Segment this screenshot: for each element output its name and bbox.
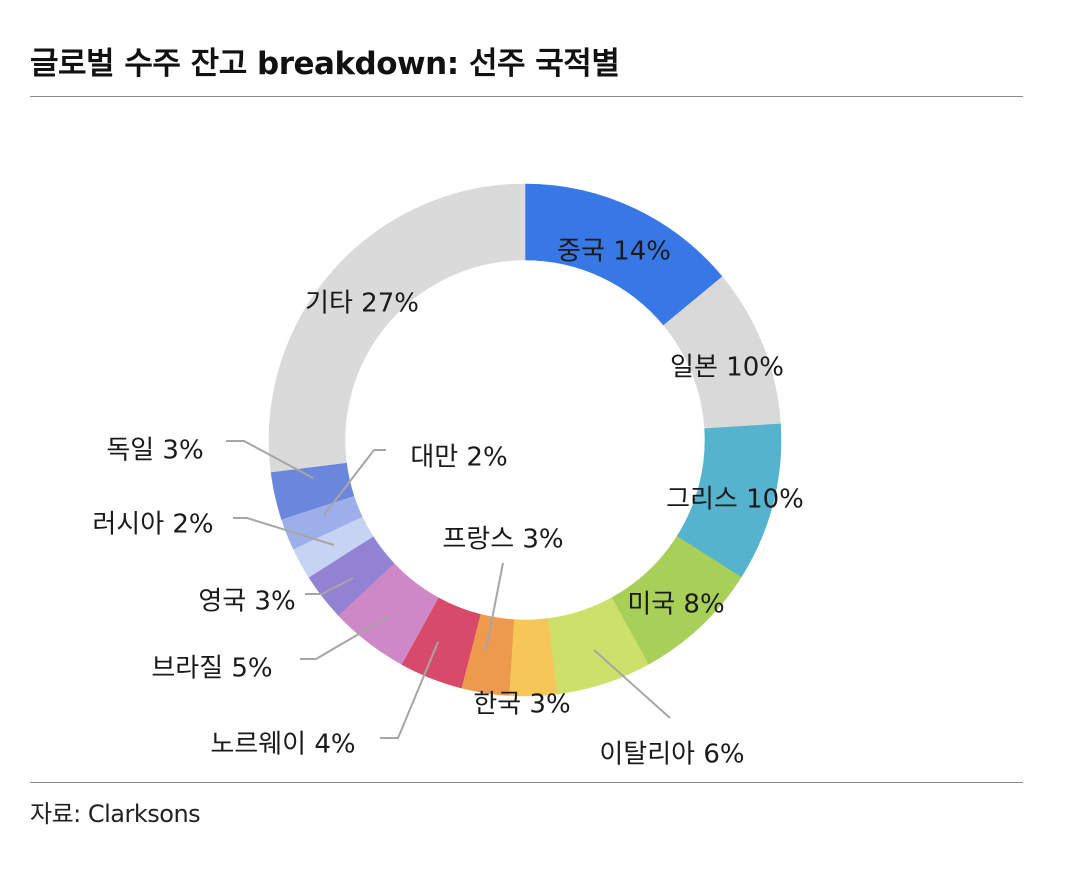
leader-line-9 xyxy=(300,616,389,660)
leader-line-11 xyxy=(233,517,335,546)
leader-line-10 xyxy=(305,577,354,595)
slice-label-6: 한국 3% xyxy=(473,690,570,720)
slice-label-9: 브라질 5% xyxy=(151,654,272,684)
slice-label-1: 중국 14% xyxy=(557,237,671,267)
slice-label-10: 영국 3% xyxy=(198,587,295,617)
slice-labels: 중국 14% 일본 10% 그리스 10% 미국 8% 이탈리아 6% 한국 3% 프랑스 … xyxy=(92,237,804,770)
slice-label-2: 일본 10% xyxy=(670,353,784,383)
slice-label-7: 프랑스 3% xyxy=(442,525,563,555)
leader-line-13 xyxy=(226,440,314,479)
footer-divider xyxy=(30,782,1023,783)
slice-label-11: 러시아 2% xyxy=(92,510,213,540)
leader-line-8 xyxy=(380,641,439,739)
title-divider xyxy=(30,96,1023,97)
leader-line-12 xyxy=(323,449,386,516)
slice-14 xyxy=(268,183,526,473)
slice-label-8: 노르웨이 4% xyxy=(210,730,355,760)
slice-label-12: 대만 2% xyxy=(410,443,507,473)
slice-label-5: 이탈리아 6% xyxy=(599,740,744,770)
source-note: 자료: Clarksons xyxy=(30,800,201,828)
slice-label-13: 독일 3% xyxy=(106,436,203,466)
leader-line-7 xyxy=(485,562,504,651)
slice-label-3: 그리스 10% xyxy=(666,485,804,515)
slice-label-4: 미국 8% xyxy=(627,590,724,620)
chart-title: 글로벌 수주 잔고 breakdown: 선주 국적별 xyxy=(30,46,620,82)
leader-line-5 xyxy=(593,649,671,719)
slice-label-14: 기타 27% xyxy=(305,289,419,319)
leader-lines xyxy=(226,440,671,739)
donut-slices xyxy=(268,183,782,697)
